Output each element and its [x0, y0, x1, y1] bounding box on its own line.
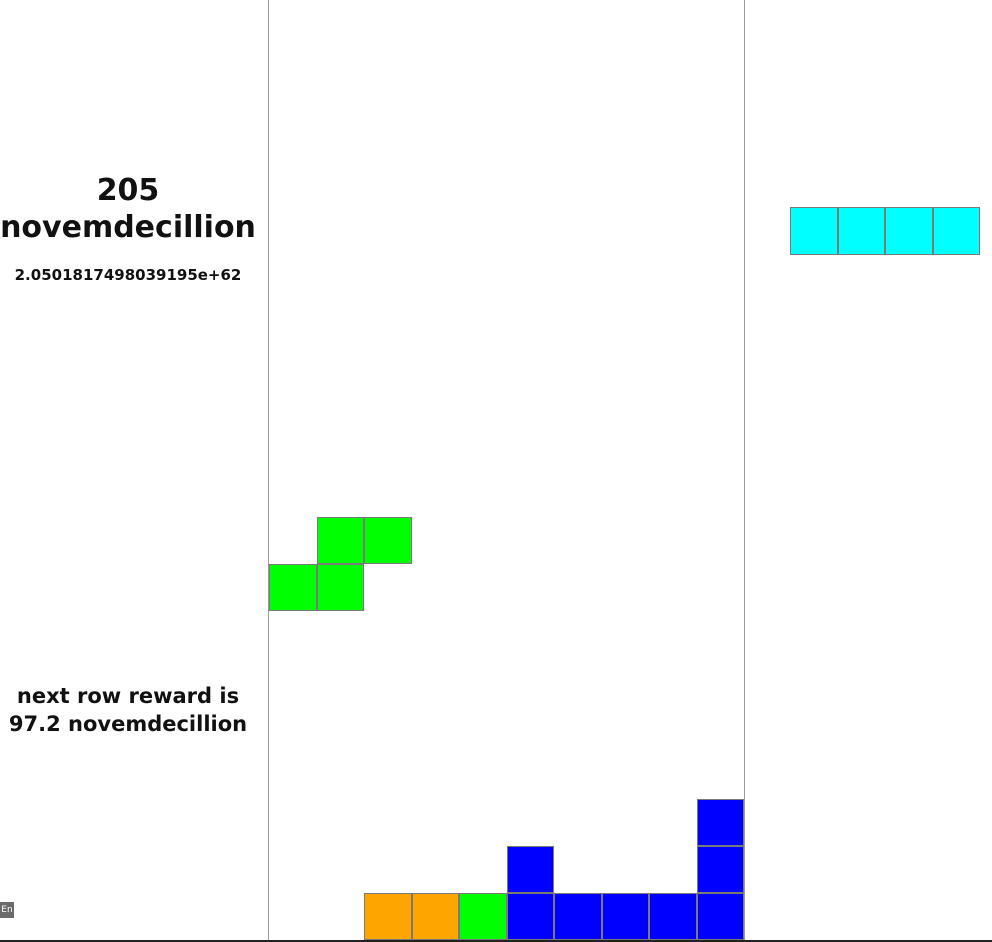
floor-divider: [0, 940, 992, 942]
score-panel: 205 novemdecillion 2.0501817498039195e+6…: [0, 172, 256, 285]
settled-block: [364, 893, 412, 940]
active-piece-block: [316, 564, 364, 611]
language-indicator[interactable]: En: [0, 902, 14, 918]
settled-block: [696, 846, 744, 893]
active-piece-block: [316, 517, 364, 564]
score-exact-value: 2.0501817498039195e+62: [14, 266, 242, 284]
settled-block: [696, 893, 744, 940]
settled-block: [601, 893, 649, 940]
next-row-reward: next row reward is 97.2 novemdecillion: [8, 684, 248, 736]
settled-block: [506, 893, 554, 940]
next-piece-block: [837, 207, 885, 255]
settled-block: [411, 893, 459, 940]
settled-block: [554, 893, 602, 940]
settled-block: [506, 846, 554, 893]
settled-block: [649, 893, 697, 940]
active-piece-block: [364, 517, 412, 564]
next-piece-preview: [790, 207, 980, 255]
next-piece-block: [790, 207, 838, 255]
settled-block: [459, 893, 507, 940]
next-piece-block: [932, 207, 980, 255]
game-board[interactable]: [268, 0, 745, 940]
score-value: 205 novemdecillion: [0, 173, 256, 245]
active-piece-block: [269, 564, 317, 611]
settled-block: [696, 799, 744, 846]
next-piece-block: [885, 207, 933, 255]
